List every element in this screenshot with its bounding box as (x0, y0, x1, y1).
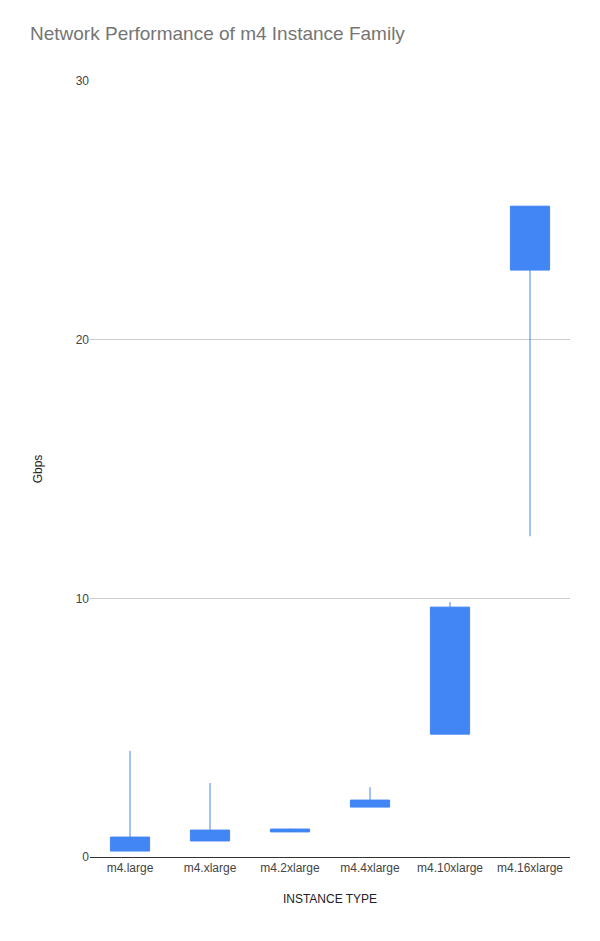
svg-text:m4.2xlarge: m4.2xlarge (260, 861, 320, 875)
svg-text:m4.large: m4.large (107, 861, 154, 875)
svg-text:Network Performance of m4 Inst: Network Performance of m4 Instance Famil… (30, 23, 405, 44)
svg-text:m4.10xlarge: m4.10xlarge (417, 861, 483, 875)
svg-text:Gbps: Gbps (31, 455, 45, 484)
svg-text:m4.xlarge: m4.xlarge (184, 861, 237, 875)
svg-text:INSTANCE TYPE: INSTANCE TYPE (283, 892, 377, 906)
svg-text:20: 20 (76, 333, 90, 347)
svg-text:m4.16xlarge: m4.16xlarge (497, 861, 563, 875)
svg-text:30: 30 (76, 74, 90, 88)
svg-text:m4.4xlarge: m4.4xlarge (340, 861, 400, 875)
svg-text:10: 10 (76, 592, 90, 606)
svg-text:0: 0 (82, 850, 89, 864)
